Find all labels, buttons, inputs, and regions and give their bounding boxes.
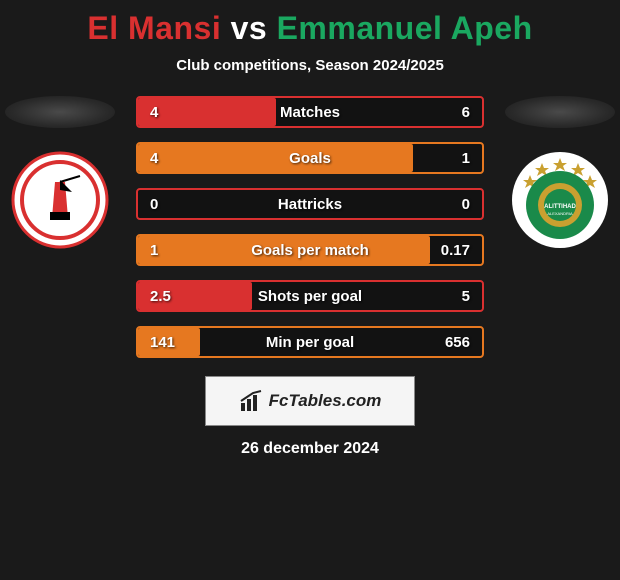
left-badge-column [0, 96, 120, 250]
page-title: El Mansi vs Emmanuel Apeh [87, 10, 532, 47]
title-player1: El Mansi [87, 10, 221, 46]
subtitle: Club competitions, Season 2024/2025 [176, 57, 444, 74]
alittihad-badge-icon: ALITTIHAD ALEXANDRIA [510, 150, 610, 250]
svg-text:ALEXANDRIA: ALEXANDRIA [547, 211, 573, 216]
stat-bar: 141Min per goal656 [136, 326, 484, 358]
content-row: 4Matches6 4Goals1 0Hattricks0 1Goals per ma… [0, 96, 620, 358]
title-vs: vs [221, 10, 276, 46]
badge-shadow-right [505, 96, 615, 128]
stat-label: Matches [138, 104, 482, 121]
stat-bar: 2.5Shots per goal5 [136, 280, 484, 312]
right-badge-column: ALITTIHAD ALEXANDRIA [500, 96, 620, 250]
stat-label: Goals [138, 150, 482, 167]
stat-label: Goals per match [138, 242, 482, 259]
stat-label: Shots per goal [138, 288, 482, 305]
date-text: 26 december 2024 [241, 440, 379, 458]
stat-bar: 4Goals1 [136, 142, 484, 174]
club-badge-right: ALITTIHAD ALEXANDRIA [510, 150, 610, 250]
stat-bar: 0Hattricks0 [136, 188, 484, 220]
club-badge-left [10, 150, 110, 250]
stat-bar: 4Matches6 [136, 96, 484, 128]
stat-label: Min per goal [138, 334, 482, 351]
stat-label: Hattricks [138, 196, 482, 213]
zamalek-badge-icon [10, 150, 110, 250]
stats-column: 4Matches6 4Goals1 0Hattricks0 1Goals per ma… [120, 96, 500, 358]
stat-bar: 1Goals per match0.17 [136, 234, 484, 266]
brand-text: FcTables.com [269, 391, 382, 411]
svg-text:ALITTIHAD: ALITTIHAD [544, 204, 576, 210]
title-player2: Emmanuel Apeh [277, 10, 533, 46]
brand-box[interactable]: FcTables.com [205, 376, 415, 426]
badge-shadow-left [5, 96, 115, 128]
chart-icon [239, 389, 263, 413]
